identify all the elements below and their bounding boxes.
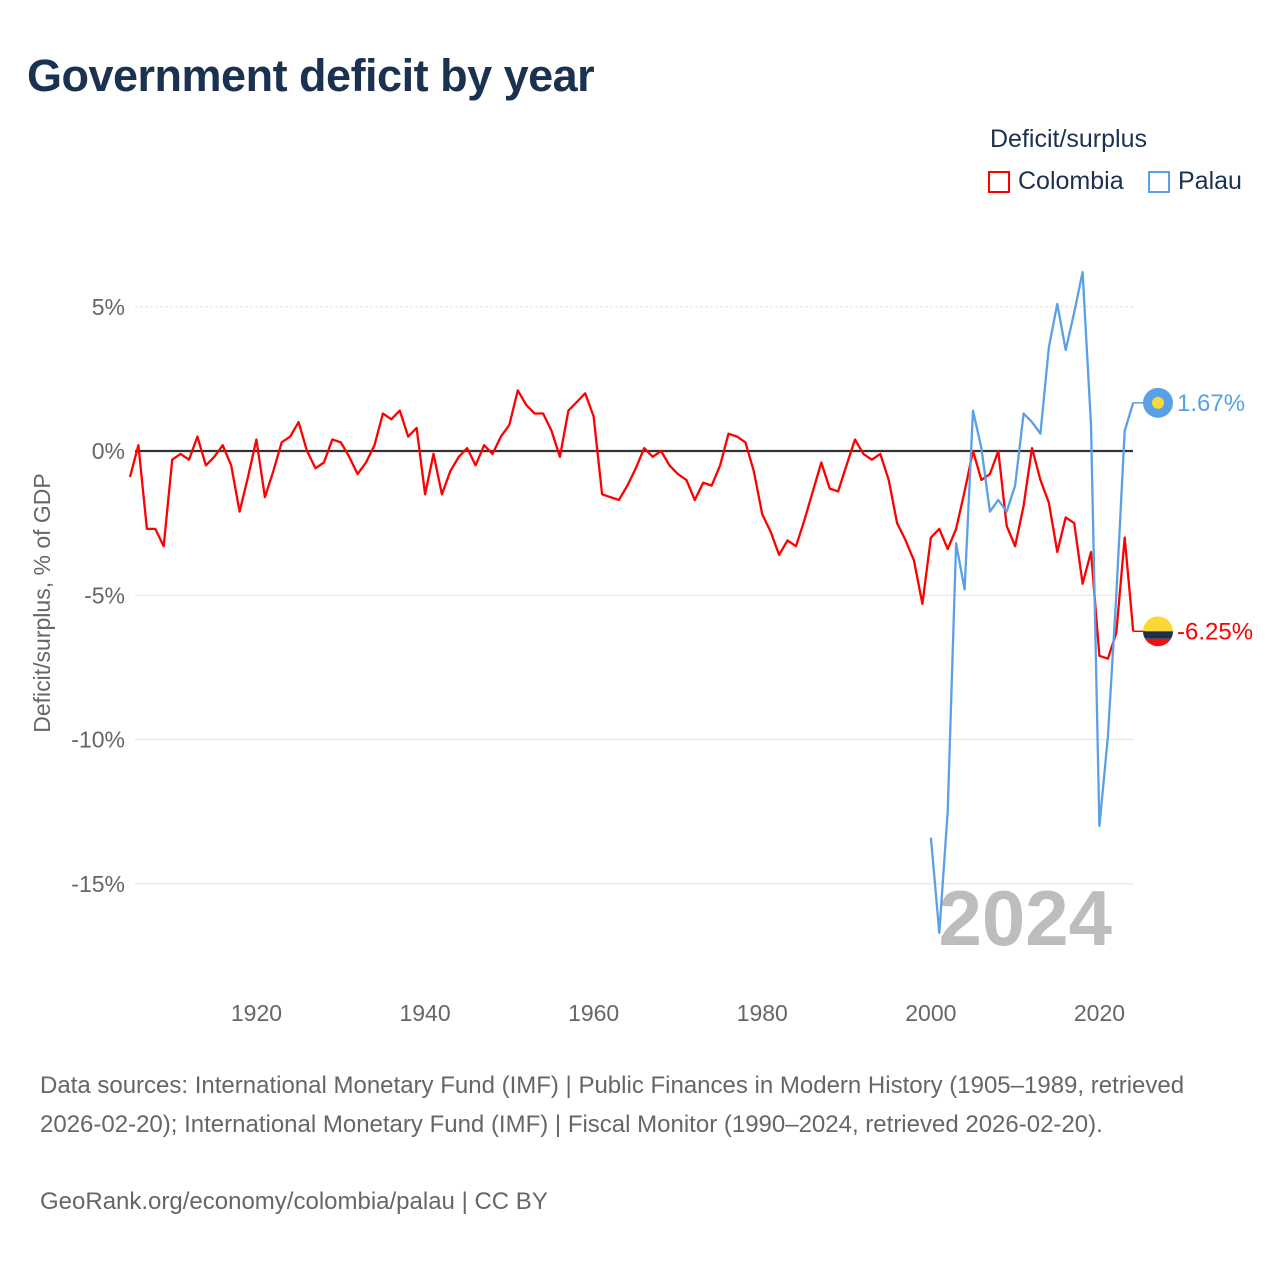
legend-swatch-palau xyxy=(1148,170,1170,193)
x-tick-label: 1960 xyxy=(568,1000,619,1026)
legend-label-colombia: Colombia xyxy=(1018,167,1124,195)
legend-item-colombia[interactable]: Colombia xyxy=(988,167,1124,196)
y-tick-label: 0% xyxy=(92,438,125,464)
flag-palau-icon xyxy=(1143,387,1173,418)
x-tick-label: 2020 xyxy=(1074,1000,1125,1026)
legend-title: Deficit/surplus xyxy=(990,125,1147,153)
series-line-palau[interactable] xyxy=(929,270,1135,934)
end-value-label-colombia: -6.25% xyxy=(1177,618,1253,645)
x-tick-label: 2000 xyxy=(905,1000,956,1026)
legend-item-palau[interactable]: Palau xyxy=(1148,167,1242,196)
data-sources-note: Data sources: International Monetary Fun… xyxy=(40,1072,1185,1138)
legend-swatch-colombia xyxy=(988,170,1010,193)
y-tick-label: -10% xyxy=(71,727,125,753)
year-watermark: 2024 xyxy=(938,874,1112,962)
line-chart: 5%0%-5%-10%-15%1920 1940 1960 1980 2000 2020 … xyxy=(29,270,1253,1026)
credit-link[interactable]: GeoRank.org/economy/colombia/palau | CC … xyxy=(40,1188,548,1215)
x-tick-label: 1940 xyxy=(399,1000,450,1026)
end-value-label-palau: 1.67% xyxy=(1177,390,1245,417)
x-tick-label: 1980 xyxy=(737,1000,788,1026)
series-line-colombia[interactable] xyxy=(128,389,1135,660)
y-tick-label: -5% xyxy=(84,582,125,608)
y-tick-label: 5% xyxy=(92,294,125,320)
chart-title: Government deficit by year xyxy=(27,50,595,101)
legend-label-palau: Palau xyxy=(1178,167,1242,195)
flag-colombia-icon xyxy=(1143,616,1173,647)
y-axis-label: Deficit/surplus, % of GDP xyxy=(29,473,55,732)
y-tick-label: -15% xyxy=(71,871,125,897)
x-tick-label: 1920 xyxy=(231,1000,282,1026)
